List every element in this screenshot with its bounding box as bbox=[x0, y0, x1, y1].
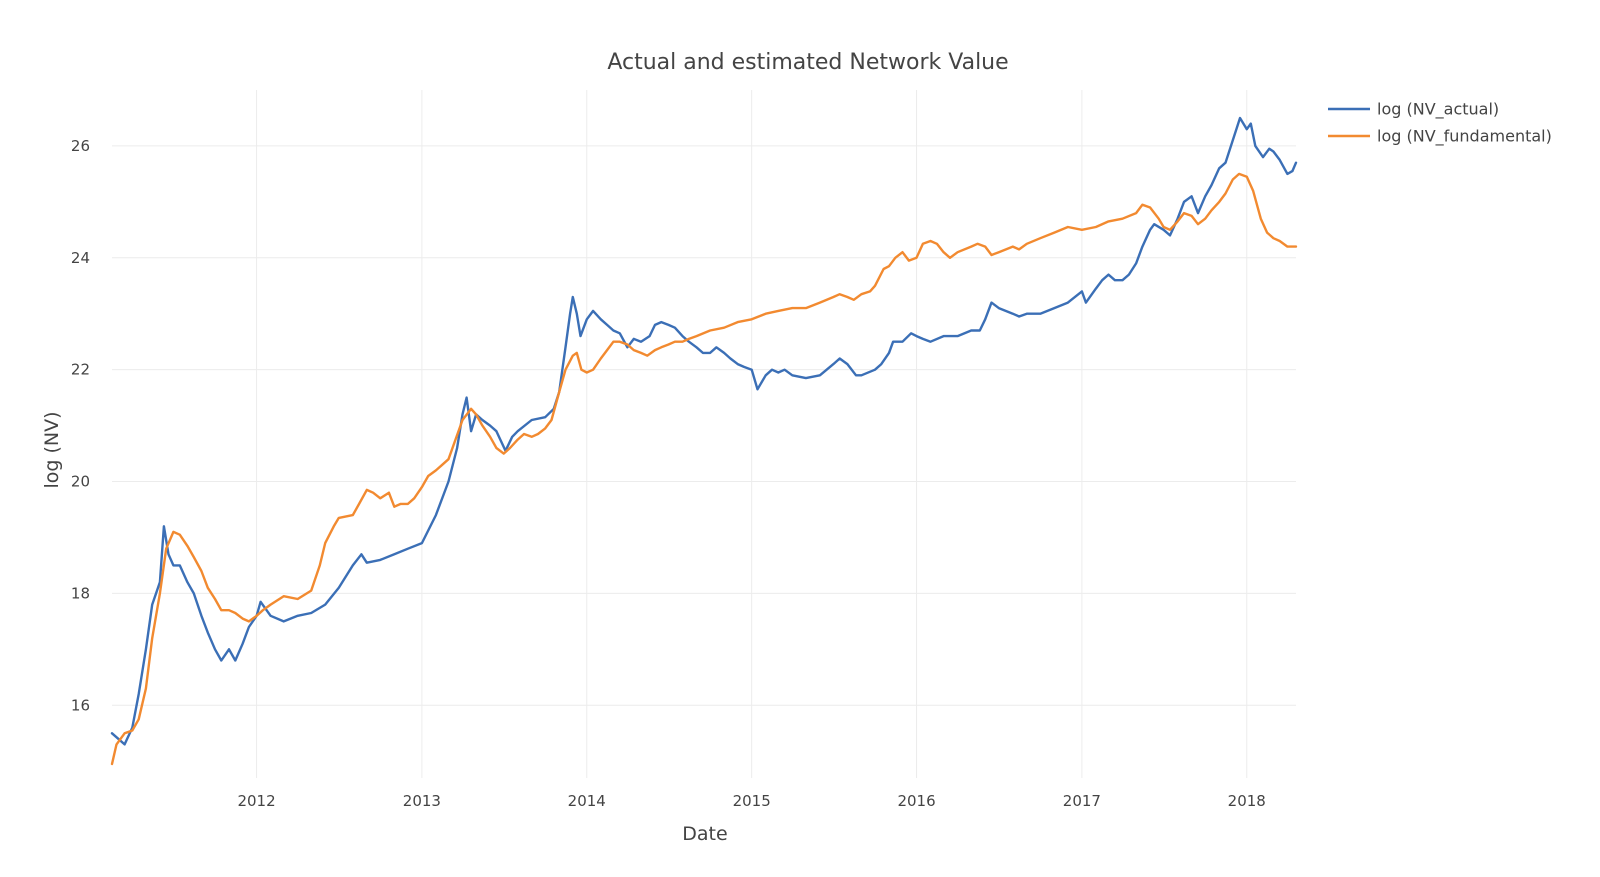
x-axis-title: Date bbox=[682, 823, 727, 845]
chart-title: Actual and estimated Network Value bbox=[607, 50, 1008, 75]
legend[interactable]: log (NV_actual)log (NV_fundamental) bbox=[1328, 100, 1552, 147]
series-line-nv-fundamental[interactable] bbox=[110, 172, 1298, 766]
x-tick-label: 2012 bbox=[237, 792, 275, 810]
y-tick-label: 18 bbox=[71, 584, 90, 602]
legend-item-nv-fundamental[interactable]: log (NV_fundamental) bbox=[1328, 127, 1552, 147]
legend-label: log (NV_actual) bbox=[1377, 100, 1499, 120]
y-gridlines bbox=[112, 145, 1296, 706]
y-tick-labels: 16 18 20 22 24 26 bbox=[71, 137, 90, 714]
series-layer bbox=[110, 116, 1298, 766]
x-tick-label: 2014 bbox=[568, 792, 606, 810]
legend-item-nv-actual[interactable]: log (NV_actual) bbox=[1328, 100, 1499, 120]
x-tick-label: 2018 bbox=[1228, 792, 1266, 810]
x-tick-label: 2013 bbox=[403, 792, 441, 810]
y-tick-label: 24 bbox=[71, 249, 90, 267]
y-axis-title: log (NV) bbox=[41, 411, 63, 488]
x-tick-label: 2017 bbox=[1063, 792, 1101, 810]
x-gridlines bbox=[256, 90, 1248, 778]
x-tick-label: 2016 bbox=[897, 792, 935, 810]
y-tick-label: 22 bbox=[71, 361, 90, 379]
x-tick-labels: 2012 2013 2014 2015 2016 2017 2018 bbox=[237, 792, 1265, 810]
series-line-nv-actual[interactable] bbox=[110, 116, 1298, 746]
x-tick-label: 2015 bbox=[733, 792, 771, 810]
legend-label: log (NV_fundamental) bbox=[1377, 127, 1552, 147]
y-tick-label: 16 bbox=[71, 696, 90, 714]
y-tick-label: 20 bbox=[71, 473, 90, 491]
y-tick-label: 26 bbox=[71, 137, 90, 155]
